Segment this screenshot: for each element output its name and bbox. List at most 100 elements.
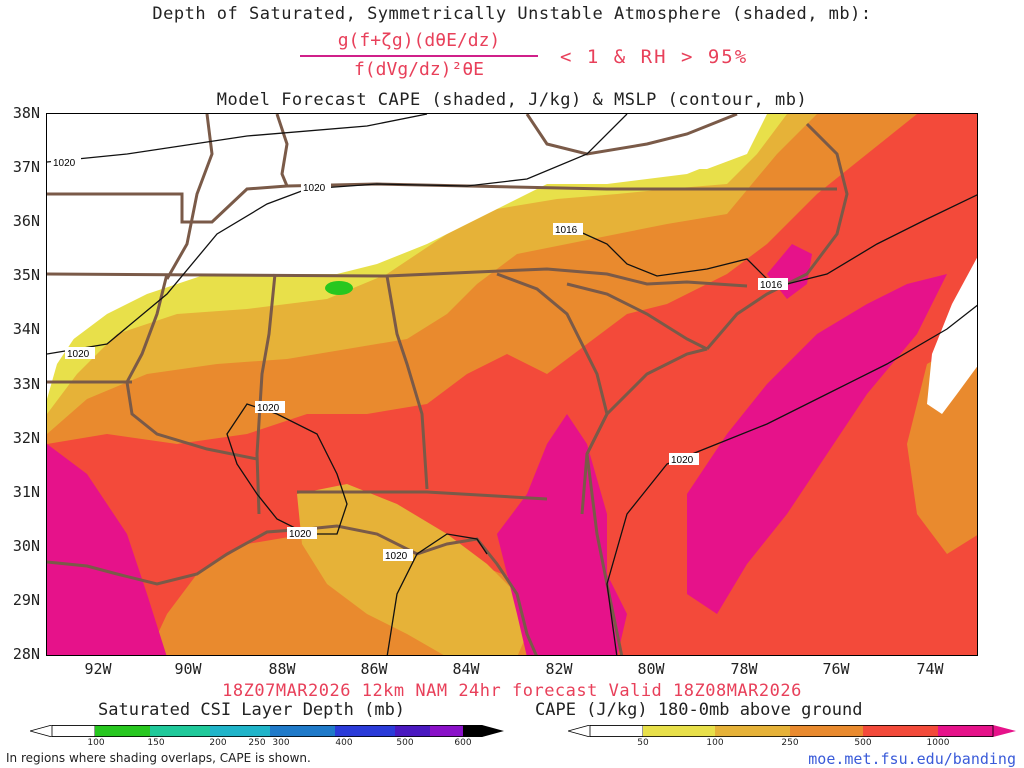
chart-title: Depth of Saturated, Symmetrically Unstab… — [152, 4, 872, 24]
lon-label: 76W — [822, 660, 850, 678]
source-credit: moe.met.fsu.edu/banding — [808, 750, 1016, 768]
colorbar-tick: 200 — [209, 738, 227, 748]
instability-equation: g(f+ζg)(dθE/dz) f(dVg/dz)²θE — [300, 28, 538, 82]
colorbar-segment — [270, 725, 335, 737]
lat-label: 28N — [12, 645, 40, 663]
cape-250-inland-patch — [297, 484, 527, 655]
colorbar-tick: 250 — [248, 738, 266, 748]
colorbar-tick: 100 — [87, 738, 105, 748]
overlap-footnote: In regions where shading overlaps, CAPE … — [6, 751, 311, 765]
border-line — [47, 267, 748, 288]
border-line — [566, 282, 708, 351]
border-line — [585, 347, 708, 455]
contour-label-box — [553, 223, 583, 235]
colorbar-tick: 1000 — [926, 738, 950, 748]
cape-colorbar — [568, 725, 1016, 737]
colorbar-segment — [150, 725, 210, 737]
colorbar-tick: 400 — [335, 738, 353, 748]
state-borders — [47, 114, 849, 655]
colorbar-tick: 50 — [637, 738, 649, 748]
lon-label: 90W — [174, 660, 202, 678]
contour-label-box — [51, 156, 81, 168]
colorbar-outline — [51, 725, 483, 737]
colorbar-segment — [715, 725, 790, 737]
equation-denominator: f(dVg/dz)²θE — [353, 59, 485, 80]
colorbar-tick: 500 — [854, 738, 872, 748]
clear-region-offshore — [927, 257, 977, 414]
border-line — [385, 275, 429, 490]
colorbar-segment — [643, 725, 715, 737]
isobar-line — [566, 194, 977, 285]
cape-shading — [47, 114, 977, 655]
contour-label-box — [301, 181, 331, 193]
cape-colorbar-title: CAPE (J/kg) 180-0mb above ground — [535, 700, 863, 720]
lat-label: 36N — [12, 212, 40, 230]
colorbar-segment — [790, 725, 863, 737]
contour-label: 1016 — [760, 280, 783, 291]
colorbar-tick: 250 — [781, 738, 799, 748]
colorbar-segment — [938, 725, 1016, 737]
contour-label: 1020 — [671, 455, 694, 466]
lat-label: 31N — [12, 483, 40, 501]
contour-labels: 1020 1020 1016 1016 1020 1020 1020 1020 … — [51, 156, 788, 562]
contour-label: 1020 — [303, 183, 326, 194]
lon-label: 78W — [730, 660, 758, 678]
lon-label: 88W — [268, 660, 296, 678]
lon-label: 92W — [84, 660, 112, 678]
contour-label: 1020 — [67, 349, 90, 360]
lat-label: 37N — [12, 158, 40, 176]
map-canvas: 1020 1020 1016 1016 1020 1020 1020 1020 … — [47, 114, 977, 655]
border-line — [47, 524, 538, 655]
chart-subtitle: Model Forecast CAPE (shaded, J/kg) & MSL… — [216, 90, 808, 110]
cape-1000-gulf — [47, 444, 167, 655]
contour-label: 1020 — [385, 551, 408, 562]
lon-label: 74W — [916, 660, 944, 678]
lat-label: 32N — [12, 429, 40, 447]
lon-label: 86W — [360, 660, 388, 678]
colorbar-segment — [568, 725, 644, 737]
lon-label: 84W — [452, 660, 480, 678]
colorbar-segment — [395, 725, 430, 737]
colorbar-segment — [430, 725, 463, 737]
colorbar-tick: 600 — [454, 738, 472, 748]
contour-label: 1020 — [53, 158, 76, 169]
border-line — [585, 453, 624, 655]
lat-label: 35N — [12, 266, 40, 284]
lat-label: 30N — [12, 537, 40, 555]
equation-numerator: g(f+ζg)(dθE/dz) — [337, 30, 501, 51]
isobar-line — [606, 304, 977, 655]
colorbar-segment — [210, 725, 270, 737]
csi-colorbar — [30, 725, 504, 737]
clear-region-ohio-valley — [47, 114, 747, 374]
border-line — [255, 273, 277, 515]
contour-label-box — [383, 549, 413, 561]
border-line — [297, 490, 548, 501]
colorbar-segment — [335, 725, 395, 737]
contour-label-box — [255, 401, 285, 413]
csi-green-patch — [325, 281, 353, 295]
border-line — [275, 114, 289, 187]
contour-label: 1016 — [555, 225, 578, 236]
colorbar-tick: 300 — [272, 738, 290, 748]
forecast-map: 1020 1020 1016 1016 1020 1020 1020 1020 … — [46, 113, 978, 656]
equation-condition: < 1 & RH > 95% — [560, 46, 749, 68]
isobar-line — [386, 533, 488, 655]
contour-label-box — [669, 453, 699, 465]
lat-label: 29N — [12, 591, 40, 609]
colorbar-segment — [463, 725, 504, 737]
contour-label-box — [287, 527, 317, 539]
contour-label-box — [758, 278, 788, 290]
colorbar-tick: 150 — [147, 738, 165, 748]
border-line — [47, 182, 837, 224]
contour-label: 1020 — [289, 529, 312, 540]
colorbar-tick: 500 — [396, 738, 414, 748]
isobar-line — [47, 114, 428, 163]
colorbar-segment — [95, 725, 150, 737]
contour-label-box — [65, 347, 95, 359]
colorbar-segment — [863, 725, 938, 737]
lon-label: 80W — [637, 660, 665, 678]
contour-label: 1020 — [257, 403, 280, 414]
border-line — [525, 114, 738, 156]
cape-1000-florida-east — [497, 414, 627, 655]
csi-colorbar-title: Saturated CSI Layer Depth (mb) — [98, 700, 406, 720]
